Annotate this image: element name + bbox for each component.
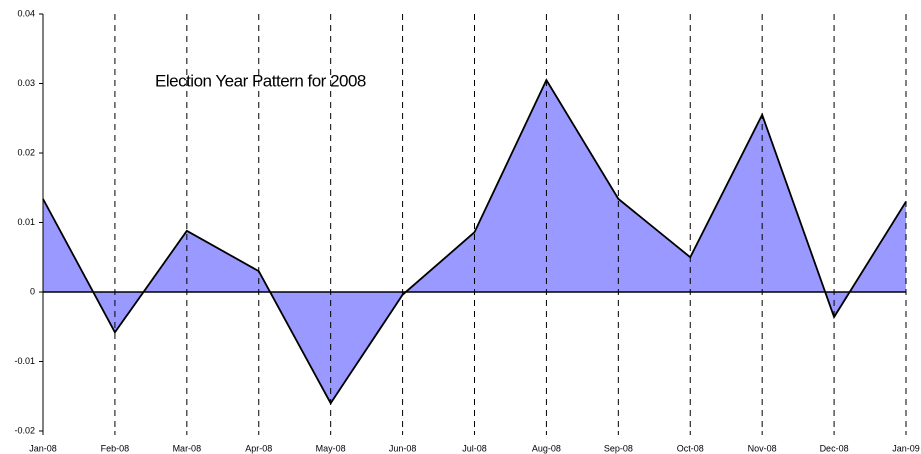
data-line bbox=[42, 78, 907, 405]
x-tick-label: Apr-08 bbox=[245, 443, 272, 453]
x-tick-label: Mar-08 bbox=[173, 443, 202, 453]
x-tick-label: Jan-09 bbox=[892, 443, 920, 453]
x-tick-label: Jun-08 bbox=[389, 443, 417, 453]
y-tick-label: -0.01 bbox=[14, 356, 35, 366]
y-tick-label: 0.04 bbox=[17, 8, 35, 18]
y-tick-label: 0.02 bbox=[17, 147, 35, 157]
y-tick-label: 0.01 bbox=[17, 217, 35, 227]
y-tick-label: 0.03 bbox=[17, 78, 35, 88]
x-tick-label: Sep-08 bbox=[604, 443, 633, 453]
x-tick-label: Dec-08 bbox=[820, 443, 849, 453]
x-tick-label: Jan-08 bbox=[29, 443, 57, 453]
x-tick-label: Nov-08 bbox=[748, 443, 777, 453]
x-tick-label: May-08 bbox=[316, 443, 346, 453]
y-tick-label: 0 bbox=[30, 286, 35, 296]
x-tick-label: Aug-08 bbox=[532, 443, 561, 453]
y-tick-label: -0.02 bbox=[14, 425, 35, 435]
x-tick-label: Jul-08 bbox=[462, 443, 487, 453]
x-tick-label: Feb-08 bbox=[101, 443, 130, 453]
area-fill bbox=[43, 80, 906, 404]
x-tick-label: Oct-08 bbox=[677, 443, 704, 453]
chart-title: Election Year Pattern for 2008 bbox=[155, 71, 366, 90]
